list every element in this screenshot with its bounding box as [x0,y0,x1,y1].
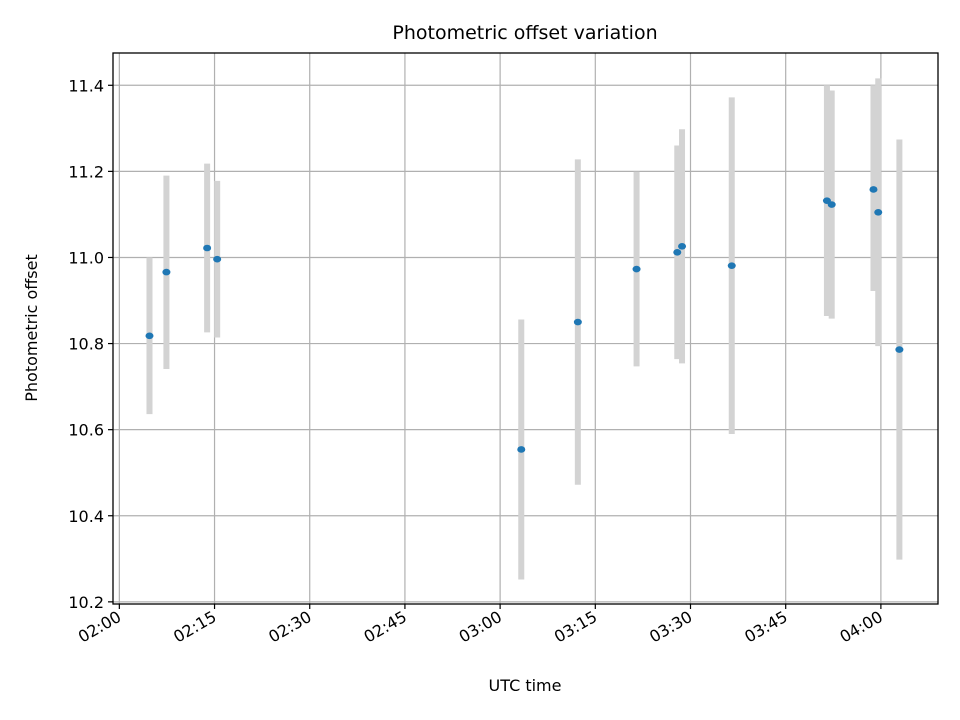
y-tick-label: 10.8 [68,335,104,354]
data-point [869,186,878,193]
y-tick-label: 11.0 [68,248,104,267]
data-point [203,244,212,252]
y-tick-label: 11.4 [68,76,104,95]
y-axis: 10.2 10.4 10.6 10.8 11.0 11.2 11.4 [68,76,113,612]
data-point [213,255,222,263]
data-point [895,346,904,353]
plot-area [113,53,938,604]
data-point [573,318,582,326]
data-point [678,242,687,250]
data-point [827,201,836,208]
y-tick-label: 10.2 [68,593,104,612]
data-point [874,208,883,216]
y-axis-label: Photometric offset [22,254,41,402]
chart-title: Photometric offset variation [392,22,657,44]
y-tick-label: 10.4 [68,507,104,526]
data-point [162,268,171,276]
data-markers [145,186,904,453]
y-tick-label: 11.2 [68,162,104,181]
data-point [727,262,736,269]
data-point [145,332,154,340]
plot-frame [112,52,939,605]
data-point [632,265,641,273]
x-axis-label: UTC time [489,676,562,695]
data-point [517,446,526,453]
y-tick-label: 10.6 [68,421,104,440]
data-point [673,249,682,256]
